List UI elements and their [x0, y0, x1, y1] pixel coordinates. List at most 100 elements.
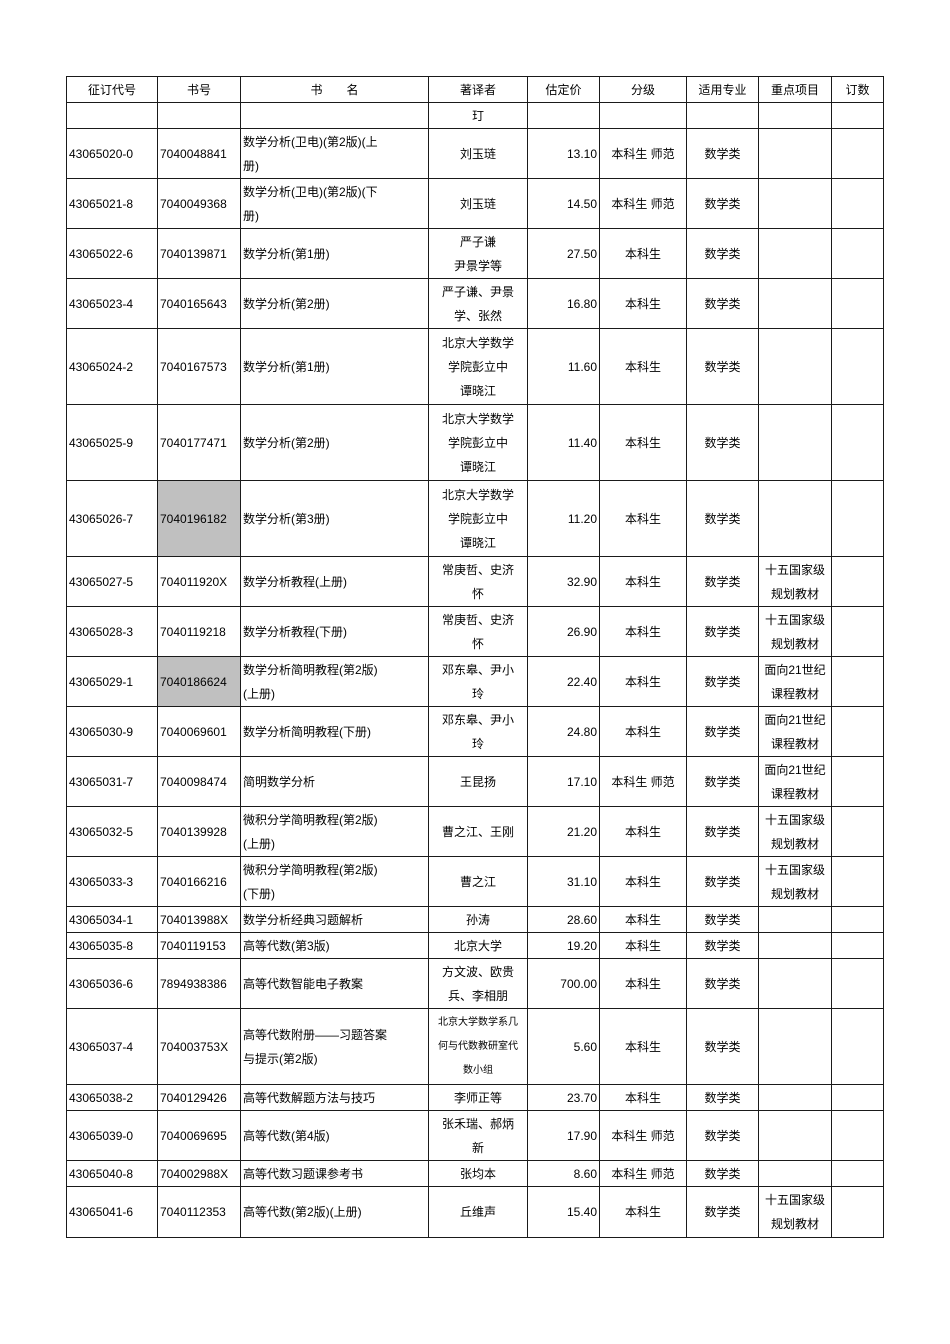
cell-author: 北京大学数学 学院彭立中 谭晓江 — [428, 328, 528, 405]
cell-author: 邓东皋、尹小 玲 — [428, 706, 528, 757]
cell-major: 数学类 — [686, 556, 759, 607]
cell-price: 24.80 — [527, 706, 600, 757]
cell-book-title: 高等代数附册——习题答案 与提示(第2版) — [240, 1008, 429, 1085]
cell-book-title: 高等代数习题课参考书 — [240, 1160, 429, 1187]
cell-author: 刘玉琏 — [428, 128, 528, 179]
cell-order-quantity — [831, 806, 884, 857]
cell-order-quantity — [831, 958, 884, 1009]
cell-order-code: 43065021-8 — [66, 178, 158, 229]
cell-major: 数学类 — [686, 1160, 759, 1187]
table-row: 43065032-5 7040139928 微积分学简明教程(第2版) (上册) 曹之… — [66, 806, 884, 857]
cell-order-quantity — [831, 1084, 884, 1111]
cell-key-project: 十五国家级 规划教材 — [758, 1186, 832, 1238]
table-row: 43065024-2 7040167573 数学分析(第1册) 北京大学数学 学院彭立… — [66, 328, 884, 405]
cell-price: 5.60 — [527, 1008, 600, 1085]
cell-author: 曹之江 — [428, 856, 528, 907]
cell-order-code: 43065027-5 — [66, 556, 158, 607]
cell-isbn: 704013988X — [157, 906, 241, 933]
cell-price: 19.20 — [527, 932, 600, 959]
cell-level: 本科生 师范 — [599, 178, 687, 229]
cell-order-code: 43065025-9 — [66, 404, 158, 481]
cell-book-title: 高等代数解题方法与技巧 — [240, 1084, 429, 1111]
cell-major: 数学类 — [686, 1084, 759, 1111]
cell-order-code: 43065029-1 — [66, 656, 158, 707]
table-row: 43065037-4 704003753X 高等代数附册——习题答案 与提示(第2版… — [66, 1008, 884, 1085]
cell-key-project: 面向21世纪 课程教材 — [758, 706, 832, 757]
cell-price: 11.60 — [527, 328, 600, 405]
cell-major: 数学类 — [686, 228, 759, 279]
table-row: 43065038-2 7040129426 高等代数解题方法与技巧 李师正等 23.70… — [66, 1084, 884, 1111]
cell-author: 李师正等 — [428, 1084, 528, 1111]
cell-order-quantity — [831, 480, 884, 557]
continuation-row: 玎 — [66, 102, 884, 129]
cell-order-code: 43065022-6 — [66, 228, 158, 279]
cell-author: 方文波、欧贵 兵、李相朋 — [428, 958, 528, 1009]
continuation-cell-title — [240, 102, 429, 129]
cell-author: 北京大学数学 学院彭立中 谭晓江 — [428, 480, 528, 557]
cell-level: 本科生 — [599, 932, 687, 959]
cell-level: 本科生 — [599, 906, 687, 933]
cell-isbn: 7040167573 — [157, 328, 241, 405]
cell-order-code: 43065039-0 — [66, 1110, 158, 1161]
table-row: 43065026-7 7040196182 数学分析(第3册) 北京大学数学 学院彭立… — [66, 480, 884, 557]
cell-key-project — [758, 278, 832, 329]
cell-author: 严子谦 尹景学等 — [428, 228, 528, 279]
cell-book-title: 简明数学分析 — [240, 756, 429, 807]
cell-book-title: 数学分析(第1册) — [240, 328, 429, 405]
cell-key-project: 面向21世纪 课程教材 — [758, 656, 832, 707]
cell-level: 本科生 — [599, 706, 687, 757]
cell-major: 数学类 — [686, 656, 759, 707]
cell-isbn: 7040069695 — [157, 1110, 241, 1161]
cell-order-code: 43065041-6 — [66, 1186, 158, 1238]
cell-author: 张禾瑞、郝炳 新 — [428, 1110, 528, 1161]
cell-order-quantity — [831, 328, 884, 405]
cell-major: 数学类 — [686, 856, 759, 907]
cell-isbn: 7040119153 — [157, 932, 241, 959]
cell-order-code: 43065026-7 — [66, 480, 158, 557]
cell-level: 本科生 — [599, 228, 687, 279]
cell-isbn: 7040186624 — [157, 656, 241, 707]
table-row: 43065025-9 7040177471 数学分析(第2册) 北京大学数学 学院彭立… — [66, 404, 884, 481]
table-row: 43065036-6 7894938386 高等代数智能电子教案 方文波、欧贵 兵、李… — [66, 958, 884, 1009]
cell-major: 数学类 — [686, 756, 759, 807]
cell-level: 本科生 — [599, 806, 687, 857]
cell-order-quantity — [831, 932, 884, 959]
cell-major: 数学类 — [686, 1186, 759, 1238]
cell-author: 丘维声 — [428, 1186, 528, 1238]
cell-isbn: 704011920X — [157, 556, 241, 607]
cell-order-code: 43065020-0 — [66, 128, 158, 179]
cell-level: 本科生 — [599, 856, 687, 907]
cell-book-title: 高等代数(第3版) — [240, 932, 429, 959]
cell-price: 27.50 — [527, 228, 600, 279]
cell-level: 本科生 师范 — [599, 756, 687, 807]
cell-isbn: 7040139928 — [157, 806, 241, 857]
header-cell-qty: 订数 — [831, 76, 884, 103]
cell-order-quantity — [831, 656, 884, 707]
cell-key-project — [758, 228, 832, 279]
cell-major: 数学类 — [686, 1008, 759, 1085]
cell-order-quantity — [831, 706, 884, 757]
cell-level: 本科生 — [599, 958, 687, 1009]
cell-isbn: 7040129426 — [157, 1084, 241, 1111]
table-row: 43065033-3 7040166216 微积分学简明教程(第2版) (下册) 曹之… — [66, 856, 884, 907]
cell-price: 14.50 — [527, 178, 600, 229]
continuation-cell-code — [66, 102, 158, 129]
cell-order-quantity — [831, 556, 884, 607]
cell-order-quantity — [831, 756, 884, 807]
cell-order-code: 43065036-6 — [66, 958, 158, 1009]
cell-price: 8.60 — [527, 1160, 600, 1187]
cell-major: 数学类 — [686, 328, 759, 405]
cell-price: 700.00 — [527, 958, 600, 1009]
cell-level: 本科生 — [599, 404, 687, 481]
cell-order-code: 43065033-3 — [66, 856, 158, 907]
cell-key-project — [758, 1160, 832, 1187]
table-row: 43065020-0 7040048841 数学分析(卫电)(第2版)(上 册) 刘玉… — [66, 128, 884, 179]
cell-price: 17.10 — [527, 756, 600, 807]
table-row: 43065023-4 7040165643 数学分析(第2册) 严子谦、尹景 学、张然… — [66, 278, 884, 329]
continuation-cell-project — [758, 102, 832, 129]
cell-book-title: 数学分析(卫电)(第2版)(下 册) — [240, 178, 429, 229]
header-cell-isbn: 书号 — [157, 76, 241, 103]
cell-isbn: 7040139871 — [157, 228, 241, 279]
cell-major: 数学类 — [686, 706, 759, 757]
